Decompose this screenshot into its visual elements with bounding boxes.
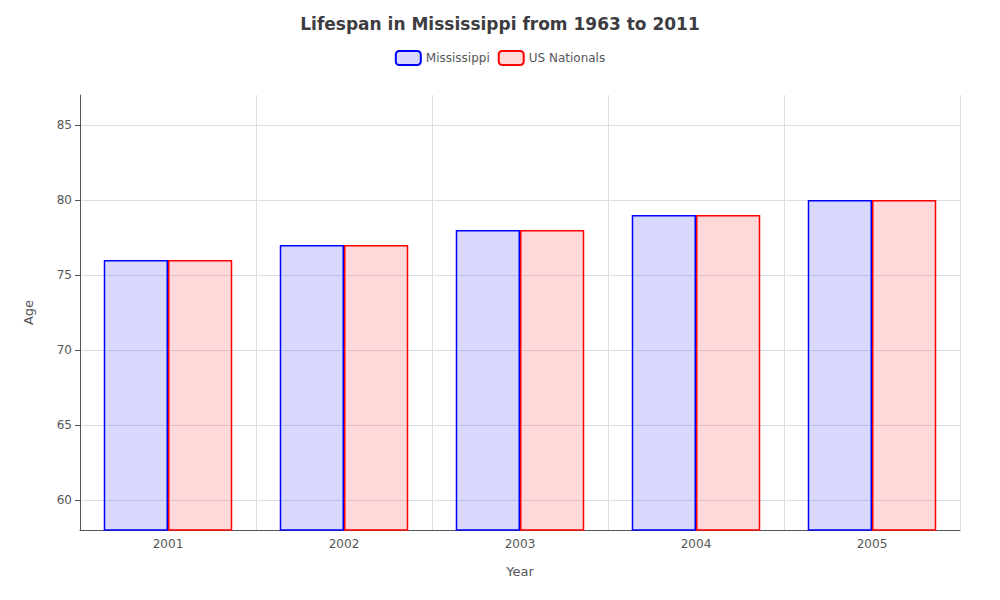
svg-text:US Nationals: US Nationals — [529, 51, 605, 65]
svg-text:Mississippi: Mississippi — [426, 51, 490, 65]
svg-text:2003: 2003 — [505, 537, 536, 551]
svg-text:2001: 2001 — [153, 537, 184, 551]
svg-text:2004: 2004 — [681, 537, 712, 551]
svg-text:Lifespan in Mississippi from 1: Lifespan in Mississippi from 1963 to 201… — [300, 14, 700, 34]
svg-text:75: 75 — [57, 268, 72, 282]
svg-text:60: 60 — [57, 493, 72, 507]
svg-text:2002: 2002 — [329, 537, 360, 551]
svg-text:Year: Year — [505, 564, 534, 579]
svg-text:65: 65 — [57, 418, 72, 432]
svg-text:80: 80 — [57, 193, 72, 207]
svg-text:85: 85 — [57, 118, 72, 132]
svg-text:2005: 2005 — [857, 537, 888, 551]
svg-text:Age: Age — [21, 300, 36, 325]
svg-text:70: 70 — [57, 343, 72, 357]
